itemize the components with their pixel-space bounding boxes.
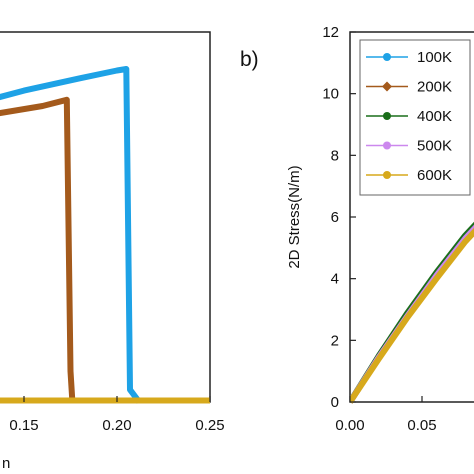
legend-marker-2: [383, 112, 391, 120]
panel-a-x-tick-label-0: 0.15: [9, 417, 38, 434]
legend-label-1: 200K: [417, 79, 452, 96]
legend-marker-3: [383, 141, 391, 150]
legend-label-0: 100K: [417, 49, 452, 66]
panel-b-x-ticks: 0.00 0.05: [335, 396, 437, 434]
panel-b-y-tick-label-1: 2: [331, 332, 339, 349]
panel-a: 0.15 0.20 0.25 n: [0, 31, 225, 472]
panel-b-y-ticks: 0 2 4 6 8 10 12: [322, 24, 356, 411]
panel-b-y-tick-label-3: 6: [331, 209, 339, 226]
panel-a-xlabel-fragment: n: [2, 455, 10, 472]
panel-b-y-tick-label-4: 8: [331, 147, 339, 164]
panel-a-series: [0, 66, 210, 404]
panel-a-x-tick-label-2: 0.25: [195, 417, 224, 434]
panel-b-x-tick-label-0: 0.00: [335, 417, 364, 434]
panel-b-legend: 100K 200K 400K 500K 600K: [359, 39, 471, 196]
panel-b-series-line-4: [350, 227, 474, 404]
panel-b-label: b): [240, 48, 259, 71]
panel-b-x-tick-label-1: 0.05: [407, 417, 436, 434]
panel-a-x-tick-label-1: 0.20: [102, 417, 131, 434]
panel-a-series-line-1: [0, 96, 76, 403]
panel-b-y-tick-label-5: 10: [322, 86, 339, 103]
panel-b-ylabel: 2D Stress(N/m): [286, 165, 303, 268]
legend-box: [359, 39, 471, 196]
legend-marker-0: [383, 53, 391, 61]
panel-b: b) 0 2 4 6 8 10 12 0.00 0.05 2D Stress(N/m) 100…: [240, 24, 474, 434]
legend-marker-1: [382, 81, 392, 92]
panel-a-series-line-0: [0, 66, 142, 404]
legend-marker-4: [383, 171, 391, 179]
panel-a-x-ticks: 0.15 0.20 0.25: [9, 396, 225, 434]
legend-label-2: 400K: [417, 108, 452, 125]
panel-b-y-tick-label-6: 12: [322, 24, 339, 41]
panel-b-series: [350, 221, 474, 404]
panel-b-y-tick-label-0: 0: [331, 394, 339, 411]
legend-label-4: 600K: [417, 167, 452, 184]
panel-b-y-tick-label-2: 4: [331, 271, 339, 288]
legend-label-3: 500K: [417, 138, 452, 155]
